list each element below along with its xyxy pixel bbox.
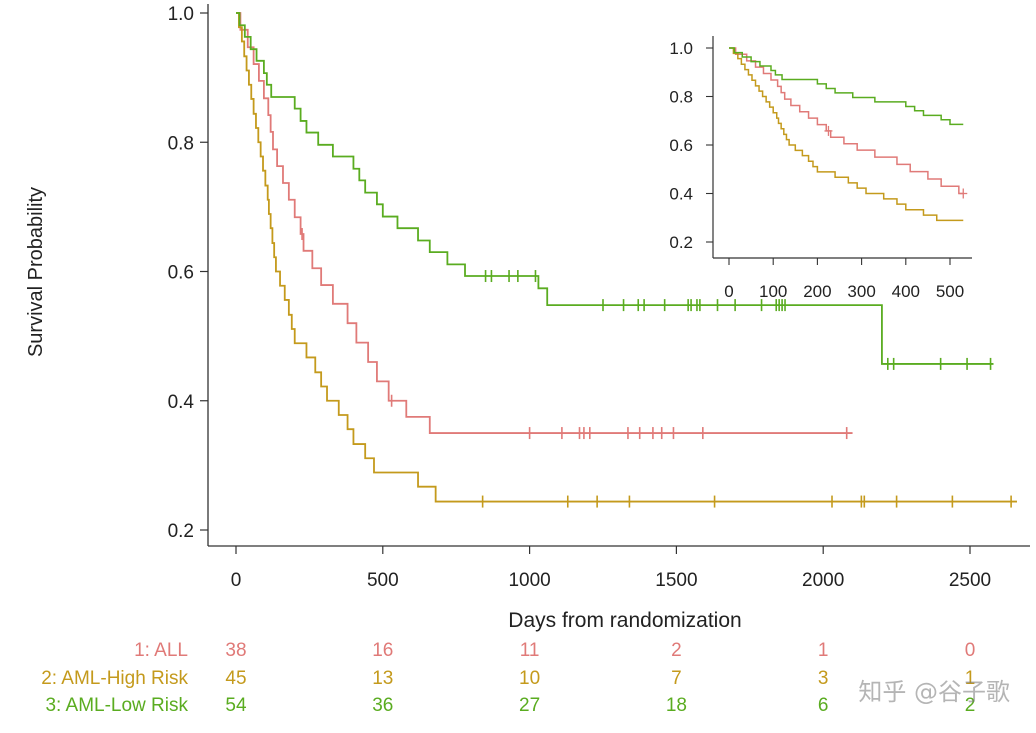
y-axis-label: Survival Probability [25, 187, 47, 357]
inset-y-tick-label: 0.8 [669, 88, 693, 107]
inset-x-ticks: 0 100 200 300 400 500 [724, 258, 964, 301]
inset-y-tick-label: 0.4 [669, 185, 693, 204]
inset-x-tick-label: 300 [847, 282, 875, 301]
risk-count: 54 [225, 695, 247, 716]
y-tick-label: 1.0 [168, 4, 194, 25]
risk-count: 0 [965, 640, 976, 661]
series-line-3 [236, 12, 994, 365]
inset-series-line-3 [729, 47, 964, 126]
risk-count: 38 [225, 640, 246, 661]
risk-count: 13 [372, 668, 393, 689]
inset-x-tick-label: 100 [759, 282, 787, 301]
risk-count: 2 [671, 640, 682, 661]
risk-count: 3 [818, 668, 829, 689]
series-group [236, 12, 1017, 508]
y-ticks: 0.2 0.4 0.6 0.8 1.0 [168, 4, 208, 542]
risk-row-label: 3: AML-Low Risk [45, 695, 188, 716]
risk-count: 1 [965, 668, 976, 689]
series-line-1 [236, 12, 853, 434]
x-tick-label: 500 [367, 570, 399, 591]
x-tick-label: 2000 [802, 570, 844, 591]
inset-y-tick-label: 0.6 [669, 136, 693, 155]
risk-count: 45 [225, 668, 246, 689]
y-tick-label: 0.6 [168, 263, 194, 284]
inset-y-ticks: 0.2 0.4 0.6 0.8 1.0 [669, 39, 713, 252]
inset-series-group [729, 47, 968, 222]
risk-count: 7 [671, 668, 682, 689]
inset-series-line-1 [729, 47, 964, 195]
x-tick-label: 1000 [508, 570, 550, 591]
inset-x-tick-label: 0 [724, 282, 733, 301]
inset-y-tick-label: 0.2 [669, 233, 693, 252]
risk-count: 36 [372, 695, 393, 716]
inset-series-line-2 [729, 47, 964, 222]
risk-count: 1 [818, 640, 829, 661]
risk-count: 16 [372, 640, 393, 661]
inset-plot: 0.2 0.4 0.6 0.8 1.0 0 100 200 300 400 500 [669, 36, 972, 301]
risk-count: 2 [965, 695, 976, 716]
inset-x-tick-label: 500 [936, 282, 964, 301]
y-tick-label: 0.8 [168, 133, 194, 154]
series-line-2 [236, 12, 1017, 503]
watermark: 知乎 @谷子歌 [858, 678, 1010, 706]
risk-count: 10 [519, 668, 540, 689]
x-tick-label: 2500 [949, 570, 991, 591]
inset-x-tick-label: 200 [803, 282, 831, 301]
main-plot: 0.20.40.60.81.0 0 500 1000 1500 2000 2500 Sur… [25, 4, 1030, 632]
risk-row-label: 2: AML-High Risk [41, 668, 188, 689]
risk-row-label: 1: ALL [134, 640, 188, 661]
risk-count: 11 [520, 640, 540, 661]
risk-count: 27 [519, 695, 540, 716]
y-tick-label: 0.2 [168, 521, 194, 542]
x-axis-label: Days from randomization [508, 609, 741, 632]
inset-x-tick-label: 400 [892, 282, 920, 301]
inset-y-tick-label: 1.0 [669, 39, 693, 58]
risk-count: 18 [666, 695, 687, 716]
y-tick-label: 0.4 [168, 392, 195, 413]
x-tick-label: 0 [231, 570, 242, 591]
x-ticks: 0 500 1000 1500 2000 2500 [231, 546, 991, 591]
x-tick-label: 1500 [655, 570, 697, 591]
risk-table: 1: ALL 38 16 11 2 1 02: AML-High Risk 45 13 10 7 3 1… [41, 640, 975, 716]
risk-count: 6 [818, 695, 829, 716]
